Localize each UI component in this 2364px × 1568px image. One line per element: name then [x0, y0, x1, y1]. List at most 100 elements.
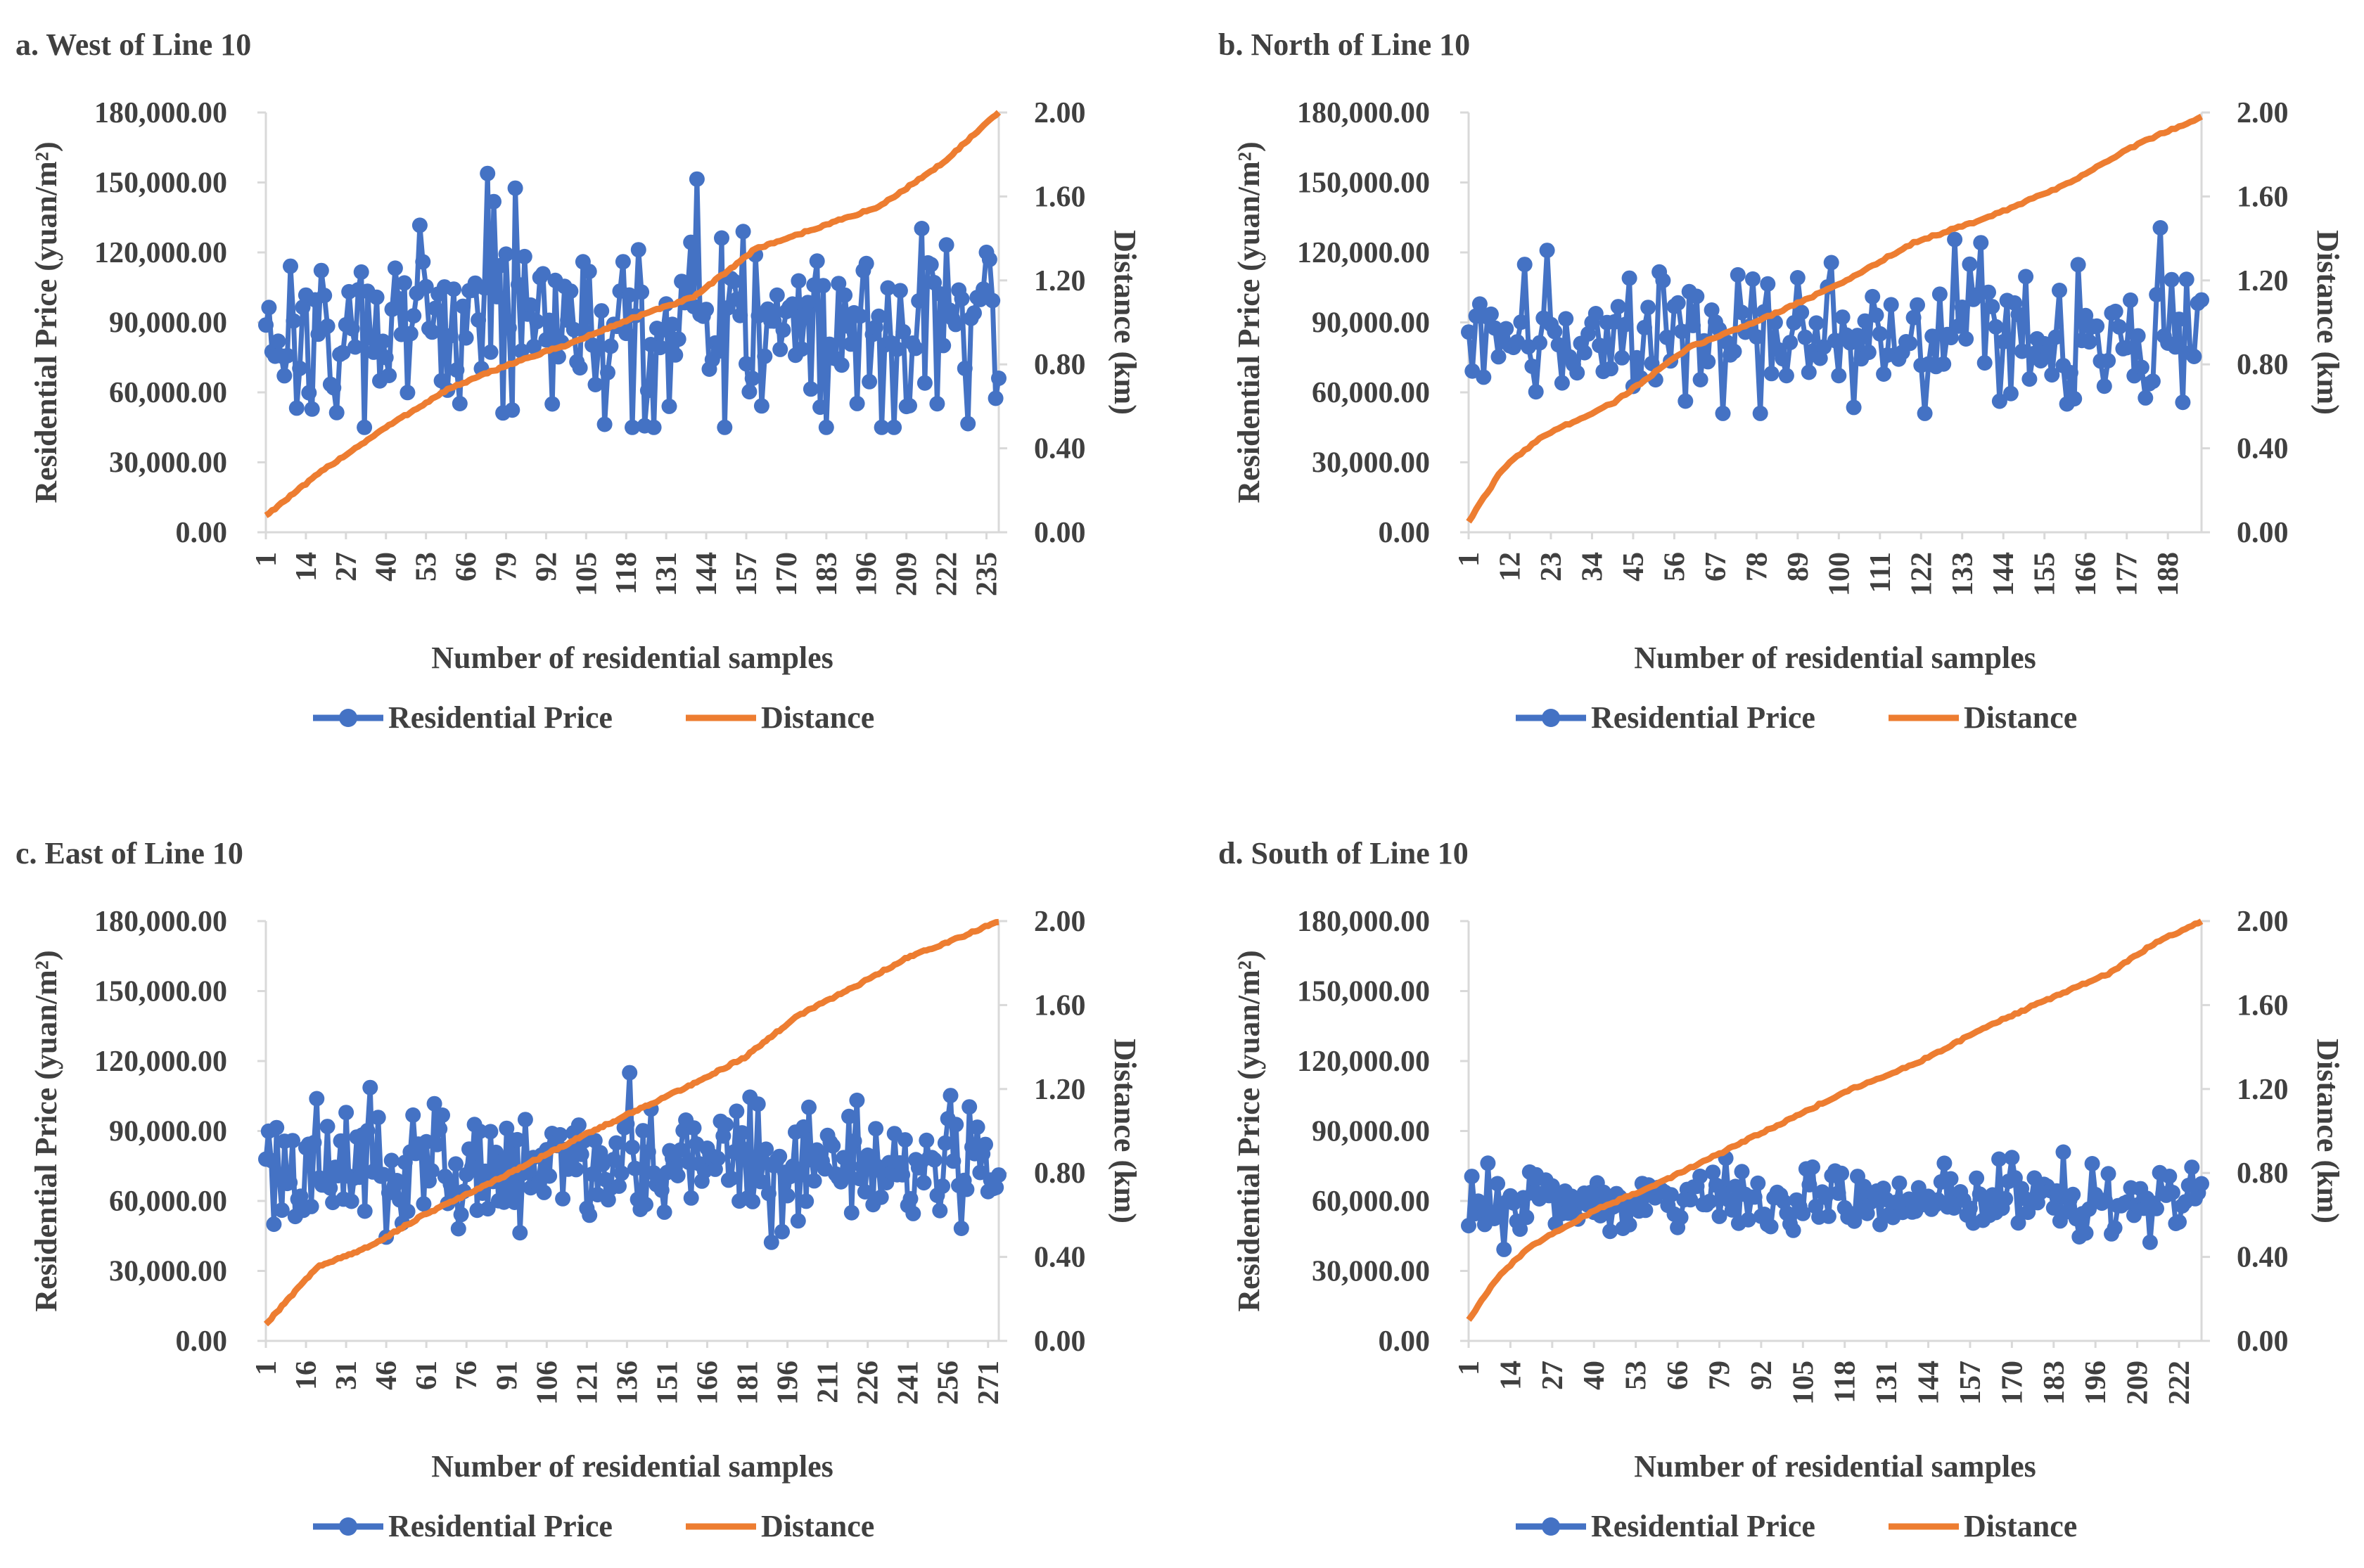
price-point — [279, 347, 295, 364]
price-point — [274, 1202, 290, 1219]
price-point — [809, 253, 825, 269]
price-point — [2097, 1193, 2113, 1208]
price-point — [892, 1155, 908, 1171]
price-point — [1958, 331, 1974, 347]
price-point — [689, 171, 705, 187]
price-point — [873, 1189, 889, 1205]
price-point — [400, 1203, 416, 1219]
x-tick-label: 106 — [531, 1361, 563, 1405]
price-point — [378, 349, 394, 366]
price-point — [758, 1141, 774, 1157]
legend-price-marker — [339, 709, 357, 727]
price-point — [895, 323, 912, 340]
price-point — [357, 419, 373, 435]
y-tick-label: 90,000.00 — [109, 1116, 227, 1148]
price-point — [1943, 330, 1959, 346]
price-point — [661, 398, 677, 414]
price-point — [555, 1190, 571, 1207]
price-point — [714, 230, 729, 246]
x-tick-label: 34 — [1576, 552, 1609, 581]
price-point — [352, 1169, 368, 1185]
x-tick-label: 157 — [731, 552, 763, 596]
price-point — [849, 395, 865, 411]
price-point — [670, 1168, 686, 1183]
price-point — [2149, 1200, 2164, 1216]
chart-svg: c. East of Line 10 0.00 30,000.00 60,000.00… — [15, 836, 1142, 1543]
price-point — [640, 1144, 656, 1160]
price-point — [492, 257, 508, 274]
price-point — [261, 300, 277, 316]
price-point — [1808, 315, 1825, 331]
price-point — [791, 273, 807, 289]
price-point — [935, 1178, 951, 1194]
price-point — [435, 1107, 450, 1123]
price-point — [723, 1170, 739, 1186]
price-point — [1461, 324, 1476, 340]
price-point — [1618, 316, 1634, 333]
price-point — [852, 308, 868, 324]
price-point — [2062, 365, 2078, 380]
price-point — [309, 1091, 325, 1107]
y-tick-label: 120,000.00 — [94, 1046, 227, 1078]
y2-tick-label: 0.80 — [1034, 1157, 1086, 1190]
x-axis-title: Number of residential samples — [1634, 641, 2036, 675]
x-tick-label: 209 — [2122, 1361, 2154, 1405]
price-point — [2164, 271, 2180, 288]
price-point — [947, 316, 964, 333]
price-point — [698, 302, 715, 318]
price-point — [2047, 329, 2064, 345]
price-point — [907, 340, 924, 356]
y-axis-title: Residential Price (yuan/m²) — [1232, 950, 1266, 1311]
legend-price-label: Residential Price — [1591, 1509, 1815, 1543]
price-point — [718, 1117, 734, 1133]
y2-tick-label: 0.40 — [2237, 1242, 2289, 1274]
price-point — [517, 1112, 533, 1128]
y2-tick-label: 1.60 — [1034, 989, 1086, 1022]
price-point — [606, 1152, 622, 1168]
distance-series-line — [1466, 113, 2204, 524]
price-point — [1936, 1155, 1953, 1171]
x-tick-label: 79 — [490, 552, 523, 581]
price-point — [2171, 1214, 2187, 1230]
price-point — [796, 1119, 812, 1135]
y2-tick-label: 0.40 — [1034, 433, 1086, 465]
price-point — [772, 341, 788, 357]
price-point — [509, 1131, 525, 1148]
price-point — [1636, 319, 1652, 335]
price-point — [652, 340, 668, 356]
price-point — [753, 398, 769, 414]
price-point — [1991, 1151, 2007, 1167]
price-point — [286, 313, 302, 329]
x-tick-label: 100 — [1823, 552, 1855, 596]
chart-panel-c: c. East of Line 10 0.00 30,000.00 60,000.00… — [0, 809, 1154, 1568]
price-point — [1711, 1208, 1727, 1224]
price-point — [656, 1204, 672, 1220]
price-point — [573, 1146, 589, 1162]
price-point — [638, 1197, 653, 1213]
price-point — [880, 280, 896, 296]
price-point — [1794, 304, 1810, 321]
price-point — [1910, 297, 1925, 313]
price-point — [1705, 1164, 1721, 1181]
price-point — [1905, 309, 1922, 326]
price-point — [328, 404, 345, 420]
price-point — [1868, 307, 1884, 323]
y2-tick-label: 0.00 — [1034, 1325, 1086, 1358]
x-tick-label: 53 — [411, 552, 443, 581]
x-tick-label: 53 — [1621, 1361, 1653, 1390]
price-point — [266, 1216, 282, 1233]
y-tick-label: 180,000.00 — [1297, 97, 1430, 129]
legend-distance-label: Distance — [1964, 1509, 2077, 1543]
price-point — [667, 347, 684, 363]
price-point — [1995, 334, 2012, 349]
price-point — [672, 1142, 689, 1158]
y2-axis-title: Distance (km) — [2311, 230, 2345, 415]
price-point — [2164, 1185, 2180, 1200]
chart-title: a. West of Line 10 — [15, 27, 251, 62]
price-point — [627, 1160, 643, 1176]
price-point — [625, 1139, 640, 1155]
price-point — [615, 254, 631, 270]
x-tick-label: 118 — [611, 552, 643, 595]
price-point — [991, 1167, 1007, 1183]
price-point — [886, 419, 902, 435]
